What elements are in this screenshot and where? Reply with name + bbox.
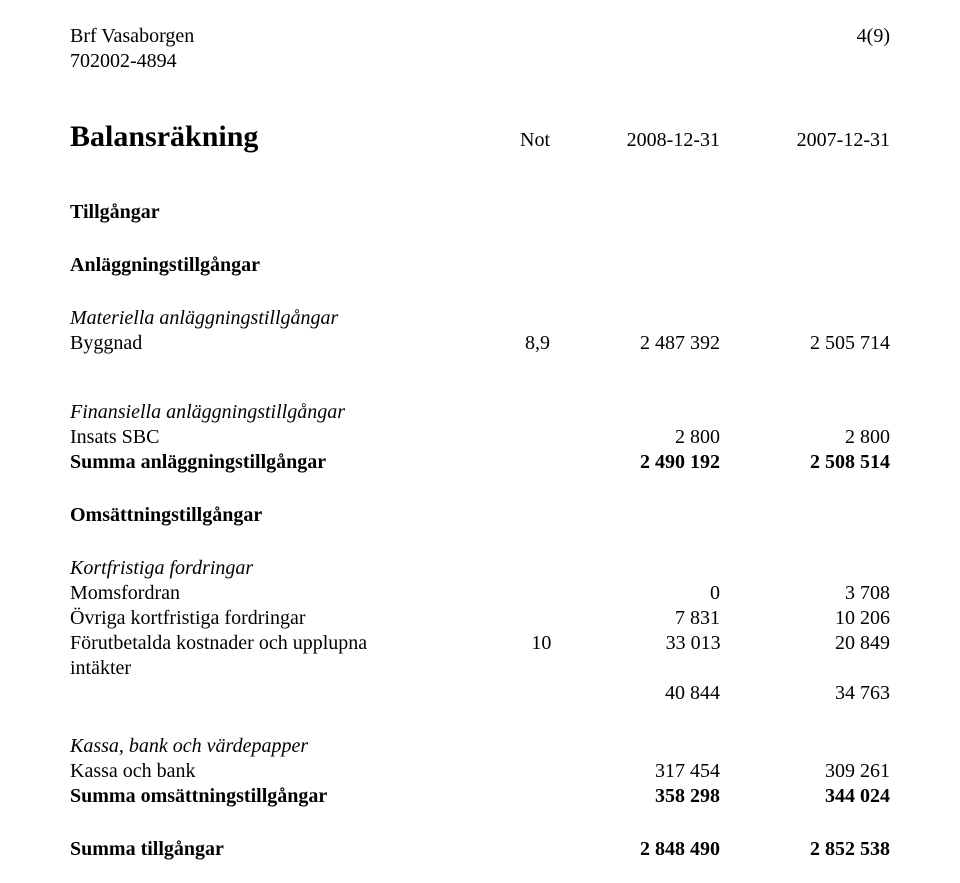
- subheader-kassa: Kassa, bank och värdepapper: [70, 734, 890, 759]
- row-ovriga-fordringar: Övriga kortfristiga fordringar 7 831 10 …: [70, 606, 890, 631]
- value-subtotal-fordringar-b: 34 763: [720, 681, 890, 706]
- column-header-2008: 2008-12-31: [550, 128, 720, 153]
- value-summa-tillgangar-b: 2 852 538: [720, 837, 890, 862]
- value-momsfordran-a: 0: [550, 581, 720, 606]
- value-subtotal-fordringar-a: 40 844: [550, 681, 720, 706]
- label-insats-sbc: Insats SBC: [70, 425, 430, 450]
- column-header-note: Not: [430, 128, 550, 153]
- value-summa-tillgangar-a: 2 848 490: [550, 837, 720, 862]
- subheader-kortfristiga: Kortfristiga fordringar: [70, 556, 890, 581]
- org-name: Brf Vasaborgen: [70, 24, 194, 49]
- column-header-2007: 2007-12-31: [720, 128, 890, 153]
- section-tillgangar: Tillgångar: [70, 200, 890, 225]
- value-momsfordran-b: 3 708: [720, 581, 890, 606]
- org-number: 702002-4894: [70, 49, 890, 74]
- label-forutbetalda: Förutbetalda kostnader och upplupna intä…: [70, 631, 432, 681]
- page-title: Balansräkning: [70, 118, 430, 156]
- value-forutbetalda-b: 20 849: [721, 631, 890, 656]
- note-forutbetalda: 10: [432, 631, 552, 656]
- value-summa-anlaggning-b: 2 508 514: [720, 450, 890, 475]
- page-header: Brf Vasaborgen 4(9): [70, 24, 890, 49]
- label-byggnad: Byggnad: [70, 331, 430, 356]
- row-momsfordran: Momsfordran 0 3 708: [70, 581, 890, 606]
- value-byggnad-a: 2 487 392: [550, 331, 720, 356]
- row-kassa-bank: Kassa och bank 317 454 309 261: [70, 759, 890, 784]
- label-momsfordran: Momsfordran: [70, 581, 430, 606]
- value-summa-omsattning-a: 358 298: [550, 784, 720, 809]
- row-subtotal-fordringar: 40 844 34 763: [70, 681, 890, 706]
- title-row: Balansräkning Not 2008-12-31 2007-12-31: [70, 118, 890, 156]
- row-byggnad: Byggnad 8,9 2 487 392 2 505 714: [70, 331, 890, 356]
- row-insats-sbc: Insats SBC 2 800 2 800: [70, 425, 890, 450]
- value-insats-sbc-a: 2 800: [550, 425, 720, 450]
- value-byggnad-b: 2 505 714: [720, 331, 890, 356]
- row-summa-tillgangar: Summa tillgångar 2 848 490 2 852 538: [70, 837, 890, 862]
- label-summa-anlaggning: Summa anläggningstillgångar: [70, 450, 430, 475]
- value-insats-sbc-b: 2 800: [720, 425, 890, 450]
- note-byggnad: 8,9: [430, 331, 550, 356]
- label-ovriga-fordringar: Övriga kortfristiga fordringar: [70, 606, 430, 631]
- value-summa-anlaggning-a: 2 490 192: [550, 450, 720, 475]
- subheader-finansiella: Finansiella anläggningstillgångar: [70, 400, 890, 425]
- section-anlaggningstillgangar: Anläggningstillgångar: [70, 253, 890, 278]
- label-summa-omsattning: Summa omsättningstillgångar: [70, 784, 430, 809]
- page: Brf Vasaborgen 4(9) 702002-4894 Balansrä…: [0, 0, 960, 883]
- value-kassa-bank-b: 309 261: [720, 759, 890, 784]
- row-summa-anlaggning: Summa anläggningstillgångar 2 490 192 2 …: [70, 450, 890, 475]
- value-ovriga-fordringar-b: 10 206: [720, 606, 890, 631]
- row-summa-omsattning: Summa omsättningstillgångar 358 298 344 …: [70, 784, 890, 809]
- value-kassa-bank-a: 317 454: [550, 759, 720, 784]
- page-number: 4(9): [857, 24, 890, 49]
- row-forutbetalda: Förutbetalda kostnader och upplupna intä…: [70, 631, 890, 681]
- subheader-materiella: Materiella anläggningstillgångar: [70, 306, 890, 331]
- label-summa-tillgangar: Summa tillgångar: [70, 837, 430, 862]
- label-kassa-bank: Kassa och bank: [70, 759, 430, 784]
- value-forutbetalda-a: 33 013: [551, 631, 720, 656]
- value-summa-omsattning-b: 344 024: [720, 784, 890, 809]
- section-omsattningstillgangar: Omsättningstillgångar: [70, 503, 890, 528]
- value-ovriga-fordringar-a: 7 831: [550, 606, 720, 631]
